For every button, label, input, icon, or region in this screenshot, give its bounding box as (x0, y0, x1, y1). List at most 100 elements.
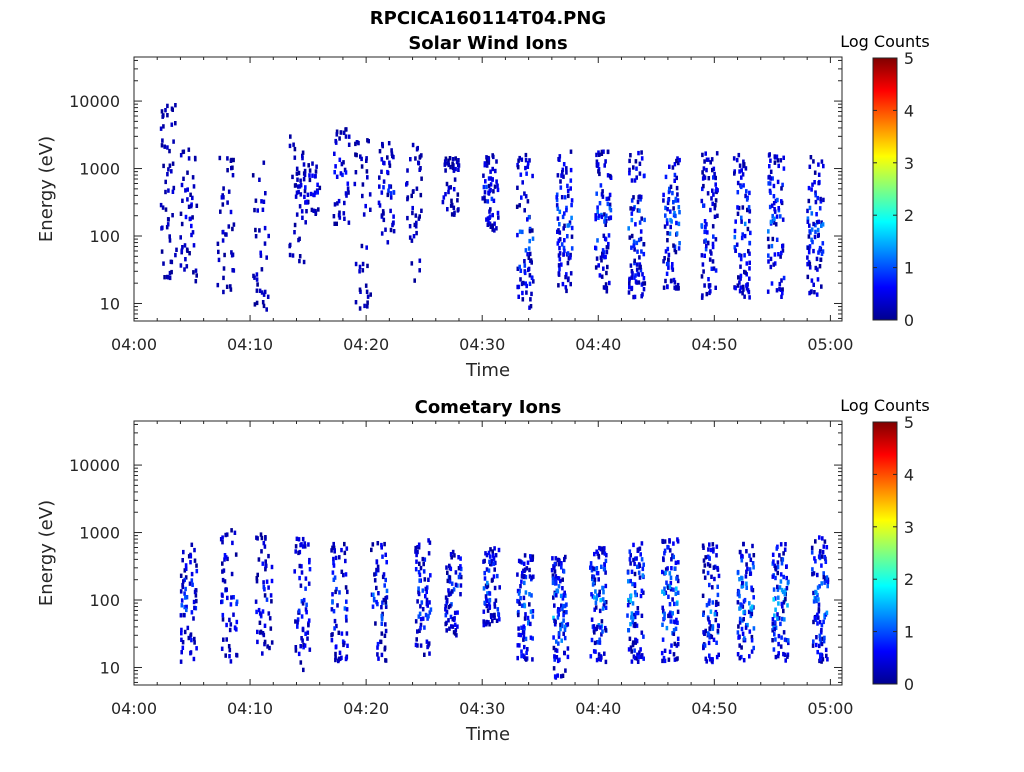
heatmap-cell (811, 643, 815, 648)
heatmap-cell (531, 557, 534, 562)
heatmap-cell (604, 605, 608, 610)
heatmap-cell (165, 225, 169, 230)
heatmap-cell (303, 188, 307, 194)
heatmap-cell (520, 281, 524, 287)
heatmap-cell (744, 193, 747, 199)
heatmap-cell (346, 643, 349, 648)
heatmap-cell (810, 227, 814, 232)
heatmap-cell (296, 624, 299, 629)
heatmap-cell (483, 161, 487, 166)
heatmap-cell (593, 595, 596, 600)
heatmap-cell (626, 613, 629, 618)
heatmap-cell (742, 287, 745, 292)
heatmap-cell (736, 600, 740, 605)
heatmap-cell (448, 579, 452, 584)
heatmap-cell (446, 161, 449, 166)
heatmap-cell (554, 581, 557, 586)
heatmap-cell (230, 595, 233, 600)
heatmap-cell (824, 559, 828, 564)
heatmap-cell (595, 152, 598, 158)
heatmap-cell (746, 207, 749, 213)
heatmap-cell (529, 557, 533, 562)
heatmap-cell (488, 214, 492, 219)
heatmap-cell (632, 239, 636, 244)
heatmap-cell (663, 611, 666, 616)
heatmap-cell (642, 590, 645, 595)
heatmap-cell (593, 577, 597, 582)
heatmap-cell (637, 150, 640, 156)
heatmap-cell (560, 173, 563, 178)
heatmap-cell (342, 211, 346, 216)
heatmap-cell (417, 591, 421, 597)
heatmap-cell (637, 237, 641, 243)
heatmap-cell (747, 609, 751, 615)
heatmap-cell (517, 609, 520, 615)
heatmap-cell (752, 553, 756, 558)
heatmap-cell (457, 158, 460, 163)
heatmap-cell (598, 638, 601, 643)
heatmap-cell (302, 642, 305, 648)
heatmap-cell (642, 173, 646, 179)
heatmap-cell (776, 197, 779, 203)
heatmap-cell (810, 550, 814, 555)
heatmap-cell (307, 163, 310, 168)
heatmap-cell (630, 178, 634, 183)
heatmap-cell (566, 183, 569, 189)
x-tick-label: 04:10 (227, 335, 273, 354)
heatmap-cell (775, 214, 779, 219)
heatmap-cell (386, 240, 390, 245)
heatmap-cell (642, 251, 646, 257)
heatmap-cell (561, 170, 564, 175)
heatmap-cell (255, 609, 258, 615)
heatmap-cell (180, 598, 184, 603)
heatmap-cell (563, 624, 567, 629)
heatmap-cell (558, 267, 561, 272)
heatmap-cell (554, 647, 557, 653)
heatmap-cell (570, 234, 574, 239)
heatmap-cell (774, 637, 777, 642)
heatmap-cell (452, 187, 456, 192)
heatmap-cell (228, 627, 232, 633)
heatmap-cell (551, 580, 555, 586)
heatmap-cell (527, 246, 531, 251)
heatmap-cell (738, 620, 742, 625)
heatmap-cell (444, 613, 448, 618)
heatmap-cell (221, 540, 224, 545)
heatmap-cell (706, 570, 710, 576)
heatmap-cell (333, 618, 337, 624)
heatmap-cell (771, 617, 775, 622)
heatmap-cell (487, 190, 490, 195)
heatmap-cell (558, 230, 562, 235)
heatmap-cell (369, 292, 372, 297)
heatmap-cell (167, 167, 170, 172)
heatmap-cell (637, 280, 641, 285)
heatmap-cell (179, 659, 183, 664)
heatmap-cell (779, 254, 782, 259)
heatmap-cell (160, 109, 164, 114)
heatmap-cell (748, 553, 751, 558)
heatmap-cell (773, 261, 777, 266)
heatmap-cell (344, 134, 348, 139)
heatmap-cell (601, 585, 604, 591)
heatmap-cell (641, 281, 645, 286)
heatmap-cell (553, 562, 557, 567)
heatmap-cell (708, 555, 711, 561)
heatmap-cell (384, 628, 388, 634)
heatmap-cell (529, 304, 533, 309)
heatmap-cell (489, 176, 493, 181)
heatmap-cell (491, 153, 494, 158)
heatmap-cell (343, 550, 347, 556)
heatmap-cell (772, 183, 776, 189)
heatmap-cell (700, 253, 704, 258)
heatmap-cell (334, 651, 337, 657)
heatmap-cell (302, 597, 306, 603)
colorbar-tick-label: 5 (904, 49, 914, 68)
heatmap-cell (558, 251, 562, 256)
heatmap-cell (449, 566, 453, 572)
heatmap-cell (767, 229, 770, 234)
heatmap-cell (677, 205, 681, 210)
heatmap-cell (454, 582, 458, 587)
heatmap-cell (825, 653, 828, 659)
heatmap-cell (381, 142, 384, 147)
